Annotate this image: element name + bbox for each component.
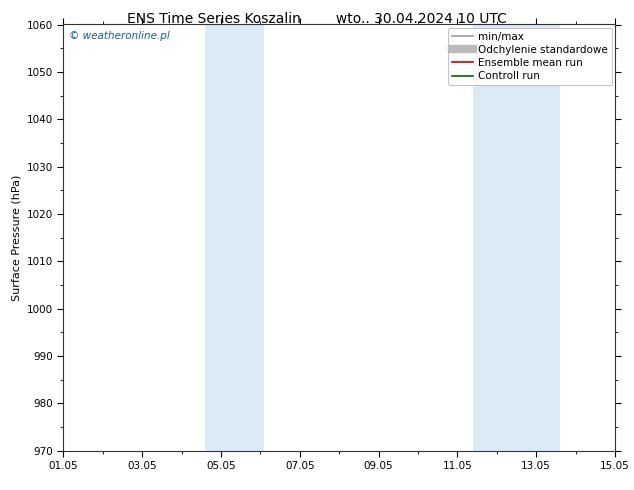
Bar [473,24,560,451]
Legend: min/max, Odchylenie standardowe, Ensemble mean run, Controll run: min/max, Odchylenie standardowe, Ensembl… [448,27,612,85]
Y-axis label: Surface Pressure (hPa): Surface Pressure (hPa) [11,174,21,301]
Bar [205,24,264,451]
Text: ENS Time Series Koszalin        wto.. 30.04.2024 10 UTC: ENS Time Series Koszalin wto.. 30.04.202… [127,12,507,26]
Text: © weatheronline.pl: © weatheronline.pl [69,31,170,41]
